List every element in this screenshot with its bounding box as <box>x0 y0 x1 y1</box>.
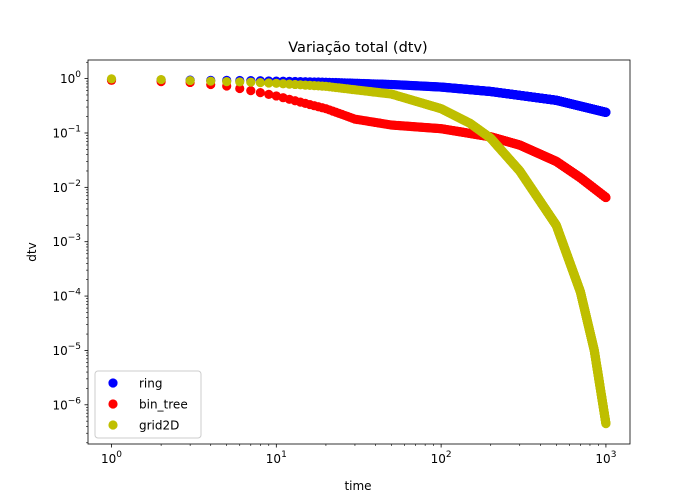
chart-title: Variação total (dtv) <box>288 40 427 56</box>
y-axis: 100 10−1 10−2 10−3 10−4 10−5 10−6 <box>52 61 88 444</box>
tick-label: 100 <box>101 450 122 466</box>
series-grid2D <box>106 74 611 429</box>
x-axis: 100 101 102 103 <box>101 444 616 466</box>
legend-label-ring: ring <box>139 377 163 391</box>
legend-label-bin_tree: bin_tree <box>139 398 188 412</box>
data-point <box>264 89 274 99</box>
tick-label: 10−6 <box>52 396 81 412</box>
plot-area <box>106 74 611 429</box>
data-point <box>255 88 265 98</box>
tick-label: 10−4 <box>52 288 81 304</box>
legend-box <box>94 370 202 439</box>
data-point <box>271 78 281 88</box>
plot-frame <box>87 59 631 445</box>
data-point <box>206 76 216 86</box>
tick-label: 10−3 <box>52 233 81 249</box>
data-point <box>601 192 611 203</box>
data-point <box>601 107 611 117</box>
data-point <box>255 78 265 88</box>
data-point <box>235 83 245 94</box>
data-point <box>246 77 256 87</box>
data-point <box>106 74 117 84</box>
data-point <box>185 75 195 86</box>
data-point <box>601 419 611 429</box>
tick-label: 100 <box>60 70 81 86</box>
tick-label: 10−1 <box>52 124 81 140</box>
series-ring <box>106 74 611 117</box>
legend-marker-grid2D <box>108 420 118 430</box>
data-point <box>264 78 274 88</box>
x-axis-title: time <box>344 479 371 493</box>
legend-label-grid2D: grid2D <box>139 419 179 433</box>
y-axis-title: dtv <box>25 242 39 261</box>
data-point <box>222 77 232 87</box>
tick-label: 10−5 <box>52 342 81 358</box>
series-bin_tree <box>106 75 611 203</box>
legend-marker-ring <box>108 378 118 388</box>
tick-label: 102 <box>431 450 452 466</box>
data-point <box>156 74 166 85</box>
data-point <box>246 86 256 96</box>
tick-label: 101 <box>266 450 287 466</box>
legend: ring bin_tree grid2D <box>94 370 202 439</box>
data-point <box>235 77 245 87</box>
legend-marker-bin_tree <box>108 399 118 409</box>
tick-label: 103 <box>595 450 616 466</box>
tick-label: 10−2 <box>52 179 81 195</box>
